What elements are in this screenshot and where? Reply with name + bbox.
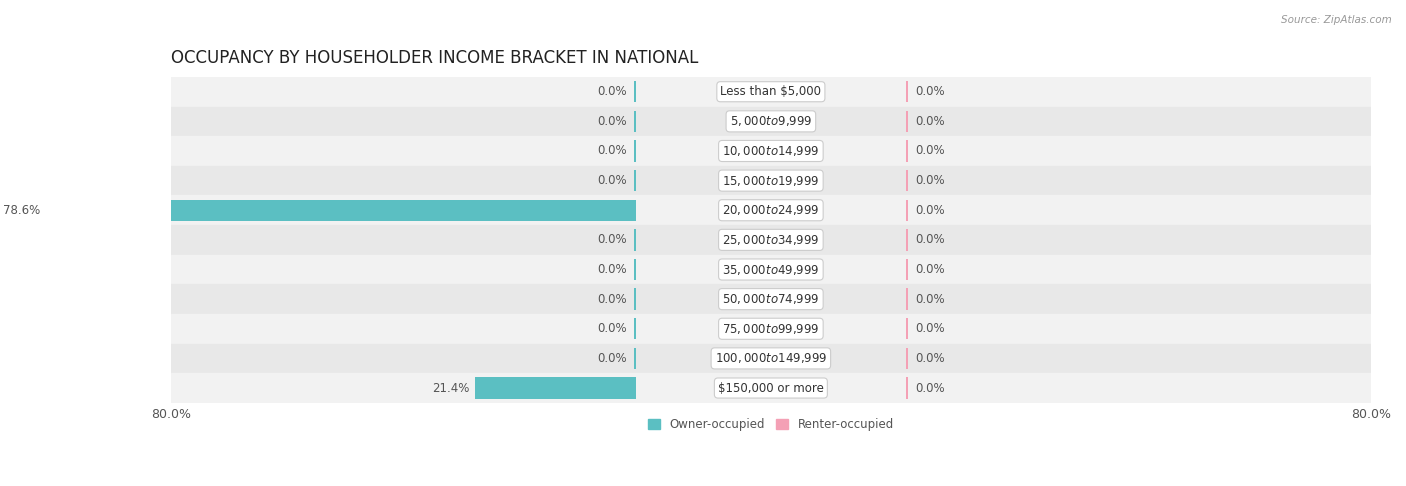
- Bar: [905, 229, 908, 251]
- Text: 0.0%: 0.0%: [598, 115, 627, 128]
- Text: Less than $5,000: Less than $5,000: [720, 85, 821, 98]
- Bar: [905, 170, 908, 191]
- Text: OCCUPANCY BY HOUSEHOLDER INCOME BRACKET IN NATIONAL: OCCUPANCY BY HOUSEHOLDER INCOME BRACKET …: [170, 49, 699, 67]
- Bar: [905, 81, 908, 103]
- Text: 0.0%: 0.0%: [915, 293, 945, 306]
- Bar: [905, 289, 908, 310]
- Bar: [634, 229, 636, 251]
- Text: $150,000 or more: $150,000 or more: [718, 382, 824, 395]
- Bar: [634, 259, 636, 280]
- Bar: [634, 81, 636, 103]
- Text: 0.0%: 0.0%: [915, 144, 945, 157]
- Bar: [170, 225, 1371, 255]
- Text: 0.0%: 0.0%: [915, 322, 945, 335]
- Bar: [905, 377, 908, 399]
- Bar: [905, 259, 908, 280]
- Text: 21.4%: 21.4%: [432, 382, 470, 395]
- Text: 0.0%: 0.0%: [598, 174, 627, 187]
- Text: 0.0%: 0.0%: [915, 382, 945, 395]
- Bar: [170, 314, 1371, 344]
- Text: 0.0%: 0.0%: [915, 115, 945, 128]
- Text: $100,000 to $149,999: $100,000 to $149,999: [714, 351, 827, 365]
- Legend: Owner-occupied, Renter-occupied: Owner-occupied, Renter-occupied: [643, 414, 898, 436]
- Bar: [170, 106, 1371, 136]
- Text: $10,000 to $14,999: $10,000 to $14,999: [723, 144, 820, 158]
- Bar: [170, 77, 1371, 106]
- Text: 0.0%: 0.0%: [915, 174, 945, 187]
- Bar: [634, 170, 636, 191]
- Text: 0.0%: 0.0%: [598, 144, 627, 157]
- Bar: [170, 255, 1371, 284]
- Bar: [170, 136, 1371, 166]
- Bar: [46, 200, 636, 221]
- Text: 0.0%: 0.0%: [915, 204, 945, 217]
- Text: 0.0%: 0.0%: [598, 293, 627, 306]
- Text: 0.0%: 0.0%: [598, 85, 627, 98]
- Text: 0.0%: 0.0%: [598, 263, 627, 276]
- Text: $75,000 to $99,999: $75,000 to $99,999: [723, 322, 820, 336]
- Bar: [905, 200, 908, 221]
- Bar: [634, 111, 636, 132]
- Bar: [634, 140, 636, 162]
- Bar: [170, 195, 1371, 225]
- Bar: [905, 140, 908, 162]
- Text: $50,000 to $74,999: $50,000 to $74,999: [723, 292, 820, 306]
- Bar: [905, 318, 908, 339]
- Text: 0.0%: 0.0%: [598, 233, 627, 246]
- Bar: [634, 318, 636, 339]
- Text: 0.0%: 0.0%: [598, 322, 627, 335]
- Text: $35,000 to $49,999: $35,000 to $49,999: [723, 262, 820, 277]
- Bar: [475, 377, 636, 399]
- Bar: [170, 166, 1371, 195]
- Bar: [170, 284, 1371, 314]
- Text: Source: ZipAtlas.com: Source: ZipAtlas.com: [1281, 15, 1392, 25]
- Text: $15,000 to $19,999: $15,000 to $19,999: [723, 174, 820, 188]
- Bar: [170, 344, 1371, 373]
- Text: 0.0%: 0.0%: [915, 263, 945, 276]
- Text: 0.0%: 0.0%: [915, 85, 945, 98]
- Text: $5,000 to $9,999: $5,000 to $9,999: [730, 114, 813, 128]
- Bar: [634, 347, 636, 369]
- Text: $25,000 to $34,999: $25,000 to $34,999: [723, 233, 820, 247]
- Text: 0.0%: 0.0%: [915, 352, 945, 365]
- Text: $20,000 to $24,999: $20,000 to $24,999: [723, 203, 820, 217]
- Text: 78.6%: 78.6%: [3, 204, 41, 217]
- Bar: [170, 373, 1371, 403]
- Text: 0.0%: 0.0%: [915, 233, 945, 246]
- Bar: [905, 347, 908, 369]
- Text: 0.0%: 0.0%: [598, 352, 627, 365]
- Bar: [634, 289, 636, 310]
- Bar: [905, 111, 908, 132]
